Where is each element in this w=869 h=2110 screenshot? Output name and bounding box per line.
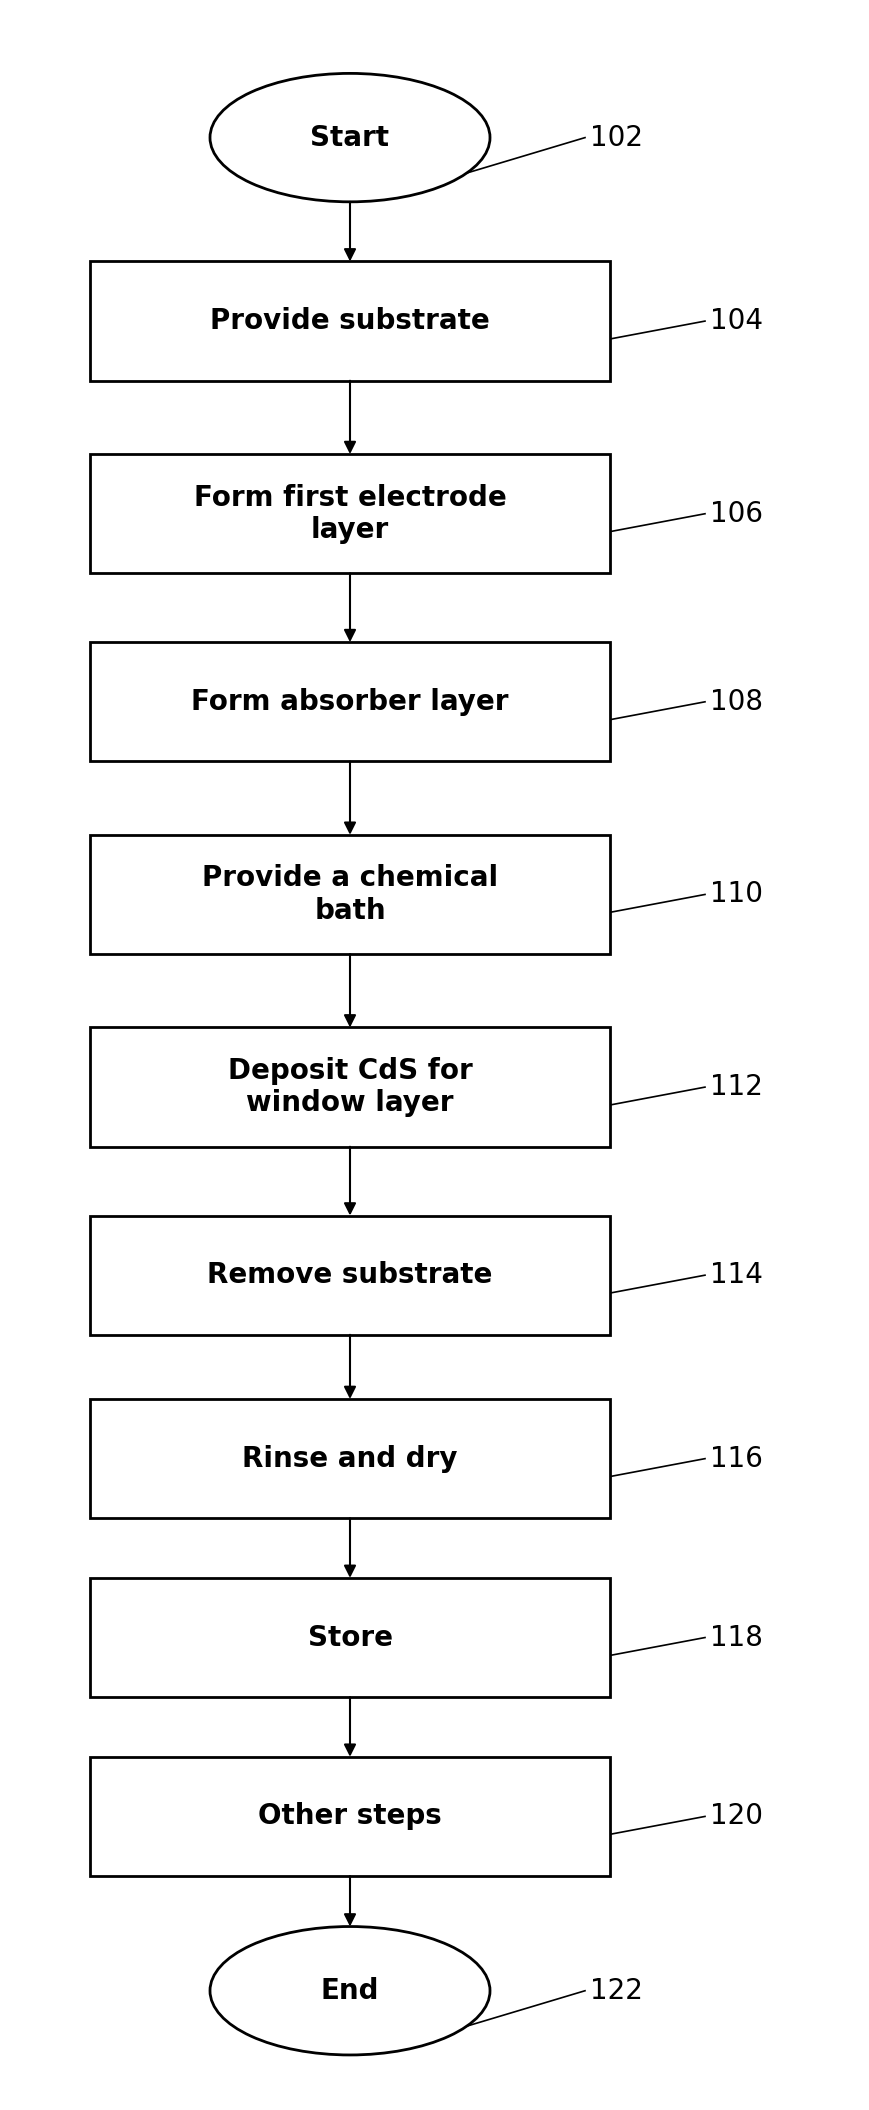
Text: 118: 118 <box>709 1623 762 1652</box>
Text: 104: 104 <box>709 308 762 335</box>
Text: 116: 116 <box>709 1445 762 1473</box>
FancyBboxPatch shape <box>90 1399 609 1519</box>
Ellipse shape <box>209 74 489 203</box>
FancyBboxPatch shape <box>90 1578 609 1696</box>
Text: 120: 120 <box>709 1802 762 1831</box>
FancyBboxPatch shape <box>90 262 609 380</box>
Text: Other steps: Other steps <box>258 1802 441 1831</box>
Text: Remove substrate: Remove substrate <box>207 1262 492 1289</box>
Text: Rinse and dry: Rinse and dry <box>242 1445 457 1473</box>
Text: 110: 110 <box>709 880 762 909</box>
Text: 102: 102 <box>589 124 642 152</box>
Text: 108: 108 <box>709 688 762 715</box>
Text: Deposit CdS for
window layer: Deposit CdS for window layer <box>228 1057 472 1118</box>
Text: 122: 122 <box>589 1977 642 2004</box>
Text: Provide substrate: Provide substrate <box>210 308 489 335</box>
FancyBboxPatch shape <box>90 1215 609 1336</box>
Ellipse shape <box>209 1926 489 2055</box>
Text: 112: 112 <box>709 1074 762 1101</box>
FancyBboxPatch shape <box>90 454 609 574</box>
Text: Form first electrode
layer: Form first electrode layer <box>194 483 506 544</box>
Text: Start: Start <box>310 124 389 152</box>
Text: Provide a chemical
bath: Provide a chemical bath <box>202 865 497 924</box>
Text: End: End <box>321 1977 379 2004</box>
Text: Form absorber layer: Form absorber layer <box>191 688 508 715</box>
Text: 106: 106 <box>709 500 762 528</box>
Text: 114: 114 <box>709 1262 762 1289</box>
FancyBboxPatch shape <box>90 641 609 762</box>
Text: Store: Store <box>307 1623 392 1652</box>
FancyBboxPatch shape <box>90 1758 609 1876</box>
FancyBboxPatch shape <box>90 836 609 954</box>
FancyBboxPatch shape <box>90 1028 609 1146</box>
